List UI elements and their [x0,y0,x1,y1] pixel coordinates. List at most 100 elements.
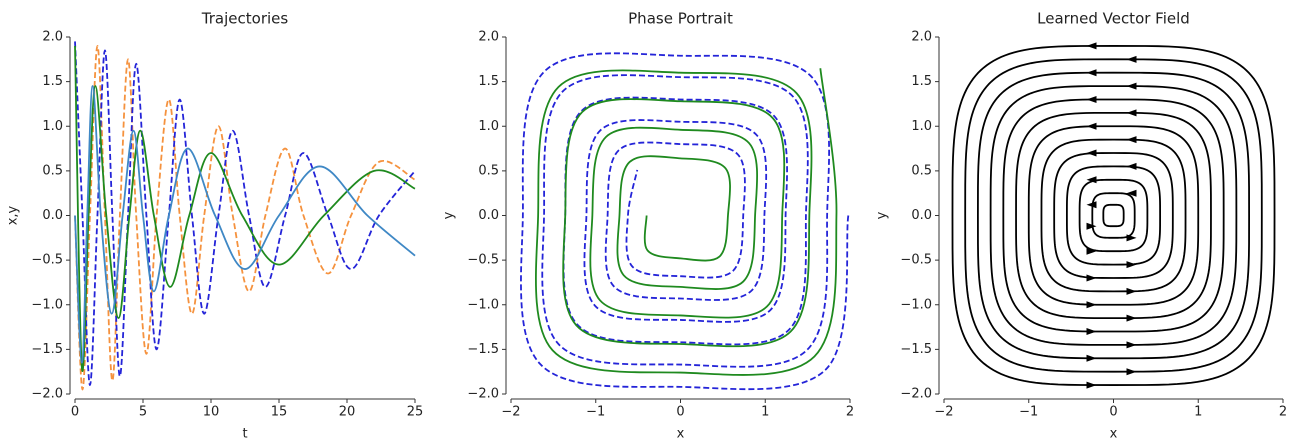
streamline [1091,192,1136,239]
y-tick-label: −2.0 [31,387,63,402]
y-tick-label: −0.5 [900,253,932,268]
y-tick-label: 1.0 [42,119,63,134]
streamline [1053,152,1174,279]
arrow [1086,95,1097,103]
x-tick-label: 1 [761,405,769,420]
subplot: Trajectories t x,y 0 5 10 15 20 25 −2.0 −1.5 −1.0 −0… [6,10,424,442]
streamline [989,85,1238,346]
streamline [1065,165,1162,266]
arrow [1126,189,1137,197]
y-tick-label: 1.5 [478,74,499,89]
arrow [1126,368,1137,376]
arrow [1086,69,1097,77]
x-tick-label: 0 [71,405,79,420]
arrow [1086,381,1097,389]
arrow [1126,234,1137,242]
arrow [1086,149,1097,157]
arrow [1126,136,1137,144]
streamline [1102,203,1125,228]
series-line [520,52,850,391]
x-tick-label: 25 [407,405,424,420]
chart-title: Trajectories [201,10,289,28]
streamline [964,58,1263,373]
arrow [1126,287,1137,295]
arrow [1126,314,1137,322]
y-tick-label: 0.0 [42,208,63,223]
y-tick-label: 1.5 [911,74,932,89]
streamline [1015,111,1212,320]
series-line [535,68,838,376]
y-tick-label: −0.5 [31,253,63,268]
x-axis-label: x [1110,427,1118,442]
x-tick-label: 0 [676,405,684,420]
y-tick-label: −2.0 [467,387,499,402]
x-tick-label: 20 [339,405,356,420]
arrow [1126,82,1137,90]
x-axis-label: t [242,427,247,442]
streamline [1040,138,1187,293]
y-tick-label: −1.5 [900,342,932,357]
arrow [1086,176,1097,184]
series-line [74,41,416,386]
series-line [74,85,416,364]
x-tick-label: 2 [846,405,854,420]
arrow [1086,222,1097,230]
x-tick-label: −2 [934,405,953,420]
arrow [1086,247,1097,255]
streamline [976,71,1251,360]
y-tick-label: 2.0 [911,30,932,45]
x-tick-label: 0 [1109,405,1117,420]
x-tick-label: 5 [139,405,147,420]
y-tick-label: 1.5 [42,74,63,89]
arrow [1086,274,1097,282]
streamline [951,45,1276,386]
y-tick-label: −2.0 [900,387,932,402]
y-tick-label: −1.5 [31,342,63,357]
y-axis-label: x,y [6,205,21,225]
x-tick-label: −1 [586,405,605,420]
y-tick-label: −1.5 [467,342,499,357]
y-tick-label: −1.0 [31,297,63,312]
arrow [1086,301,1097,309]
x-axis-label: x [677,427,685,442]
arrow [1086,42,1097,50]
x-tick-label: −2 [501,405,520,420]
chart-title: Learned Vector Field [1037,10,1190,28]
y-tick-label: −1.0 [900,297,932,312]
y-tick-label: 1.0 [911,119,932,134]
y-tick-label: 2.0 [478,30,499,45]
y-axis-label: y [442,211,457,219]
y-tick-label: 0.5 [42,163,63,178]
arrow [1126,341,1137,349]
arrow [1126,109,1137,117]
arrow [1126,261,1137,269]
y-tick-label: 0.0 [478,208,499,223]
y-tick-label: 1.0 [478,119,499,134]
x-tick-label: 1 [1194,405,1202,420]
y-tick-label: −0.5 [467,253,499,268]
x-tick-label: −1 [1019,405,1038,420]
series-line [74,45,416,391]
arrow [1086,354,1097,362]
streamline [1027,125,1200,306]
y-tick-label: 0.5 [478,163,499,178]
arrow [1126,55,1137,63]
y-tick-label: 2.0 [42,30,63,45]
arrow [1086,122,1097,130]
x-tick-label: 2 [1279,405,1287,420]
x-tick-label: 10 [203,405,220,420]
arrow [1126,162,1137,170]
y-tick-label: 0.0 [911,208,932,223]
y-tick-label: 0.5 [911,163,932,178]
streamline [1078,178,1149,253]
subplot: Learned Vector Field x y −2 −1 0 1 2 −2.0 −1.5 −1.… [875,10,1288,442]
x-tick-label: 15 [271,405,288,420]
y-tick-label: −1.0 [467,297,499,312]
subplot: Phase Portrait x y −2 −1 0 1 2 −2.0 −1.5 −1.0 −0.5 0… [442,10,855,442]
arrow [1086,201,1097,209]
y-axis-label: y [875,211,890,219]
arrow [1086,328,1097,336]
series-line [74,45,416,372]
